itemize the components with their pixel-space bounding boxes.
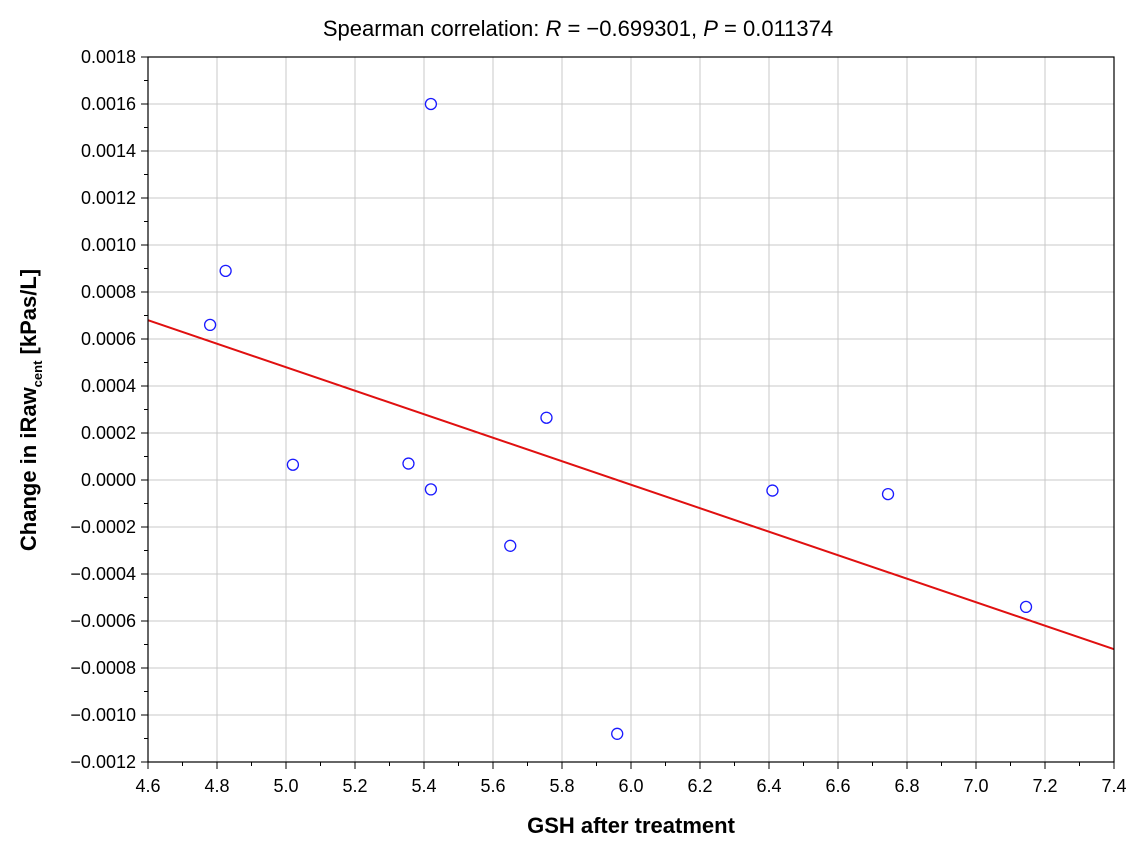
y-axis-label-main: Change in iRaw: [16, 386, 41, 551]
y-tick-label: 0.0008: [81, 282, 136, 302]
plot-frame: [147, 56, 1115, 763]
data-point: [402, 457, 415, 470]
x-tick-label: 7.0: [963, 776, 988, 796]
data-point: [504, 539, 517, 552]
x-tick-label: 6.0: [618, 776, 643, 796]
y-tick-label: 0.0000: [81, 470, 136, 490]
y-tick-label: −0.0004: [70, 564, 136, 584]
x-tick-labels: 4.6 4.8 5.0 5.2 5.4 5.6 5.8 6.0 6.2 6.4 6.6 6.8 7.0 7…: [135, 776, 1126, 796]
y-tick-label: 0.0012: [81, 188, 136, 208]
x-tick-label: 5.8: [549, 776, 574, 796]
x-tick-label: 7.4: [1101, 776, 1126, 796]
grid-lines: [147, 56, 1115, 763]
x-tick-label: 5.2: [342, 776, 367, 796]
data-point: [424, 97, 438, 111]
title-prefix: Spearman correlation:: [323, 16, 546, 41]
data-point: [424, 483, 438, 496]
y-axis-label-subscript: cent: [30, 360, 45, 387]
y-tick-label: −0.0012: [70, 752, 136, 772]
data-point: [286, 458, 300, 471]
data-point: [766, 484, 779, 497]
x-tick-label: 5.4: [411, 776, 436, 796]
x-tick-label: 6.4: [756, 776, 781, 796]
y-tick-label: −0.0002: [70, 517, 136, 537]
x-tick-label: 6.8: [894, 776, 919, 796]
y-tick-label: 0.0016: [81, 94, 136, 114]
data-point: [540, 411, 553, 424]
y-tick-label: 0.0006: [81, 329, 136, 349]
data-points: [203, 97, 1033, 740]
title-r-symbol: R: [545, 16, 561, 41]
y-tick-label: 0.0002: [81, 423, 136, 443]
data-point: [203, 318, 217, 332]
title-p-symbol: P: [703, 16, 718, 41]
x-tick-label: 7.2: [1032, 776, 1057, 796]
x-axis-label: GSH after treatment: [527, 813, 736, 838]
y-tick-label: 0.0010: [81, 235, 136, 255]
x-tick-label: 4.6: [135, 776, 160, 796]
regression-line-group: [147, 319, 1115, 651]
y-tick-label: 0.0018: [81, 47, 136, 67]
y-tick-labels: −0.0012 −0.0010 −0.0008 −0.0006 −0.0004 −0.00…: [70, 47, 136, 772]
data-point: [611, 727, 624, 740]
title-p-value: = 0.011374: [718, 16, 833, 41]
y-axis-label-unit: [kPas/L]: [16, 269, 41, 361]
x-tick-label: 6.6: [825, 776, 850, 796]
y-tick-label: −0.0008: [70, 658, 136, 678]
y-tick-label: −0.0006: [70, 611, 136, 631]
data-point: [219, 264, 232, 278]
y-axis-label: Change in iRawcent [kPas/L]: [16, 269, 45, 551]
data-point: [1019, 600, 1033, 614]
chart-title: Spearman correlation: R = −0.699301, P =…: [323, 16, 833, 41]
axis-ticks: [141, 56, 1115, 769]
y-tick-label: −0.0010: [70, 705, 136, 725]
title-r-value: = −0.699301,: [561, 16, 703, 41]
x-tick-label: 6.2: [687, 776, 712, 796]
regression-line: [147, 319, 1115, 651]
y-tick-label: 0.0014: [81, 141, 136, 161]
y-tick-label: 0.0004: [81, 376, 136, 396]
data-point: [881, 487, 895, 501]
x-tick-label: 5.6: [480, 776, 505, 796]
x-tick-label: 5.0: [273, 776, 298, 796]
x-tick-label: 4.8: [204, 776, 229, 796]
